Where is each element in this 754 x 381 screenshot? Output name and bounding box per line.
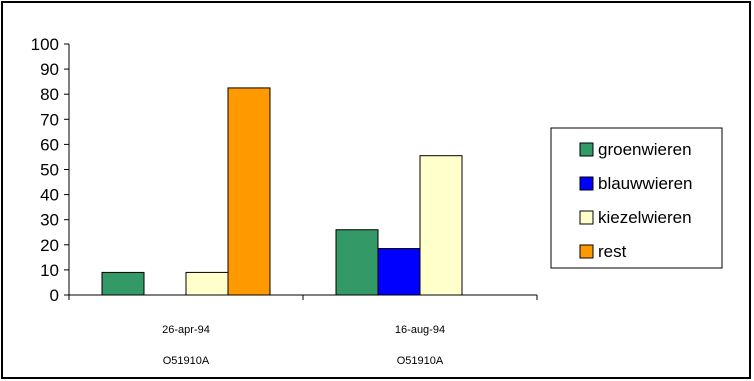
y-tick-label: 90 bbox=[40, 60, 59, 79]
y-tick-label: 80 bbox=[40, 85, 59, 104]
y-axis: 0 10 20 30 40 50 60 70 80 90 100 bbox=[31, 35, 70, 305]
legend-swatch-groenwieren bbox=[579, 142, 594, 157]
bar-blauwwieren bbox=[377, 248, 421, 296]
y-tick-label: 10 bbox=[40, 261, 59, 280]
bar-kiezelwieren bbox=[185, 271, 229, 296]
x-category-station-label: O51910A bbox=[397, 355, 444, 367]
y-tick-label: 70 bbox=[40, 110, 59, 129]
legend-swatch-rest bbox=[579, 244, 594, 259]
legend-label: blauwwieren bbox=[598, 174, 693, 193]
x-axis: 26-apr-94 O51910A 16-aug-94 O51910A bbox=[68, 294, 538, 367]
legend-label: kiezelwieren bbox=[598, 208, 692, 227]
x-category-date-label: 26-apr-94 bbox=[162, 324, 210, 336]
y-tick-label: 30 bbox=[40, 211, 59, 230]
legend-label: rest bbox=[598, 242, 627, 261]
bars bbox=[101, 87, 463, 296]
bar-rest bbox=[227, 87, 271, 296]
legend-label: groenwieren bbox=[598, 140, 692, 159]
y-tick-label: 60 bbox=[40, 135, 59, 154]
y-tick-label: 50 bbox=[40, 161, 59, 180]
y-tick-label: 40 bbox=[40, 186, 59, 205]
legend-swatch-kiezelwieren bbox=[579, 210, 594, 225]
legend-swatch-blauwwieren bbox=[579, 176, 594, 191]
y-tick-label: 100 bbox=[31, 35, 59, 54]
legend: groenwieren blauwwieren kiezelwieren rest bbox=[550, 127, 723, 269]
bar-groenwieren bbox=[101, 271, 145, 296]
x-category-station-label: O51910A bbox=[163, 355, 210, 367]
bar-kiezelwieren bbox=[419, 155, 463, 296]
x-category-date-label: 16-aug-94 bbox=[395, 324, 445, 336]
bar-groenwieren bbox=[335, 229, 379, 296]
y-tick-label: 0 bbox=[50, 286, 59, 305]
y-tick-label: 20 bbox=[40, 236, 59, 255]
